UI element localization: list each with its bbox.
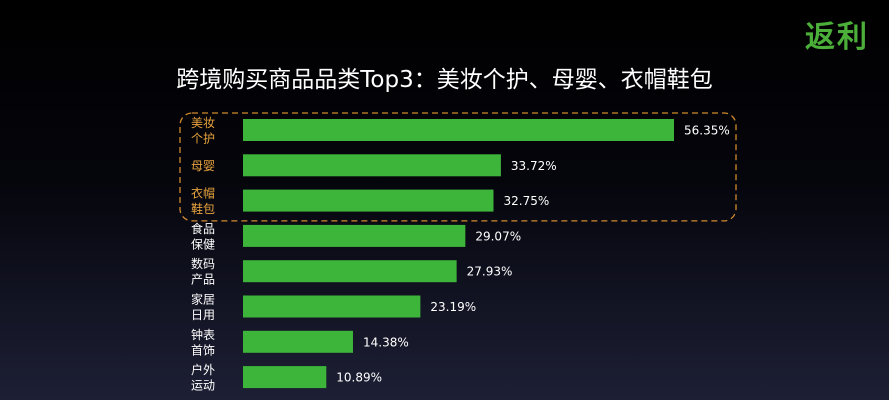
- bar: [243, 119, 674, 141]
- category-label: 母婴: [191, 159, 215, 173]
- value-label: 14.38%: [363, 335, 409, 349]
- category-label: 数码产品: [191, 256, 215, 287]
- category-label: 衣帽鞋包: [191, 186, 215, 217]
- bar: [243, 366, 327, 389]
- bar: [243, 260, 457, 283]
- value-label: 29.07%: [475, 229, 521, 243]
- category-label: 家居日用: [191, 292, 215, 323]
- value-label: 23.19%: [430, 300, 476, 314]
- bar: [243, 224, 466, 247]
- value-label: 33.72%: [511, 159, 557, 173]
- category-label: 食品保健: [191, 221, 215, 252]
- category-label: 钟表首饰: [191, 327, 215, 358]
- bar: [243, 154, 501, 177]
- bar: [243, 189, 494, 212]
- highlight-box: [179, 112, 737, 222]
- bar: [243, 330, 353, 353]
- value-label: 27.93%: [467, 265, 513, 279]
- value-label: 32.75%: [503, 194, 549, 208]
- brand-logo: 返利: [805, 20, 869, 55]
- chart-title: 跨境购买商品品类Top3：美妆个护、母婴、衣帽鞋包: [176, 67, 713, 93]
- value-label: 10.89%: [336, 371, 382, 385]
- value-label: 56.35%: [684, 124, 730, 138]
- category-label: 户外运动: [191, 362, 215, 393]
- bar: [243, 295, 421, 318]
- category-label: 美妆个护: [191, 116, 215, 146]
